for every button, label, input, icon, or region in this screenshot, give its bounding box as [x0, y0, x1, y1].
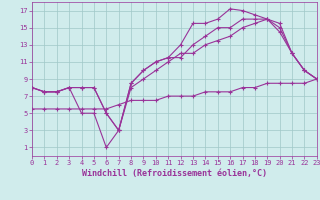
- X-axis label: Windchill (Refroidissement éolien,°C): Windchill (Refroidissement éolien,°C): [82, 169, 267, 178]
